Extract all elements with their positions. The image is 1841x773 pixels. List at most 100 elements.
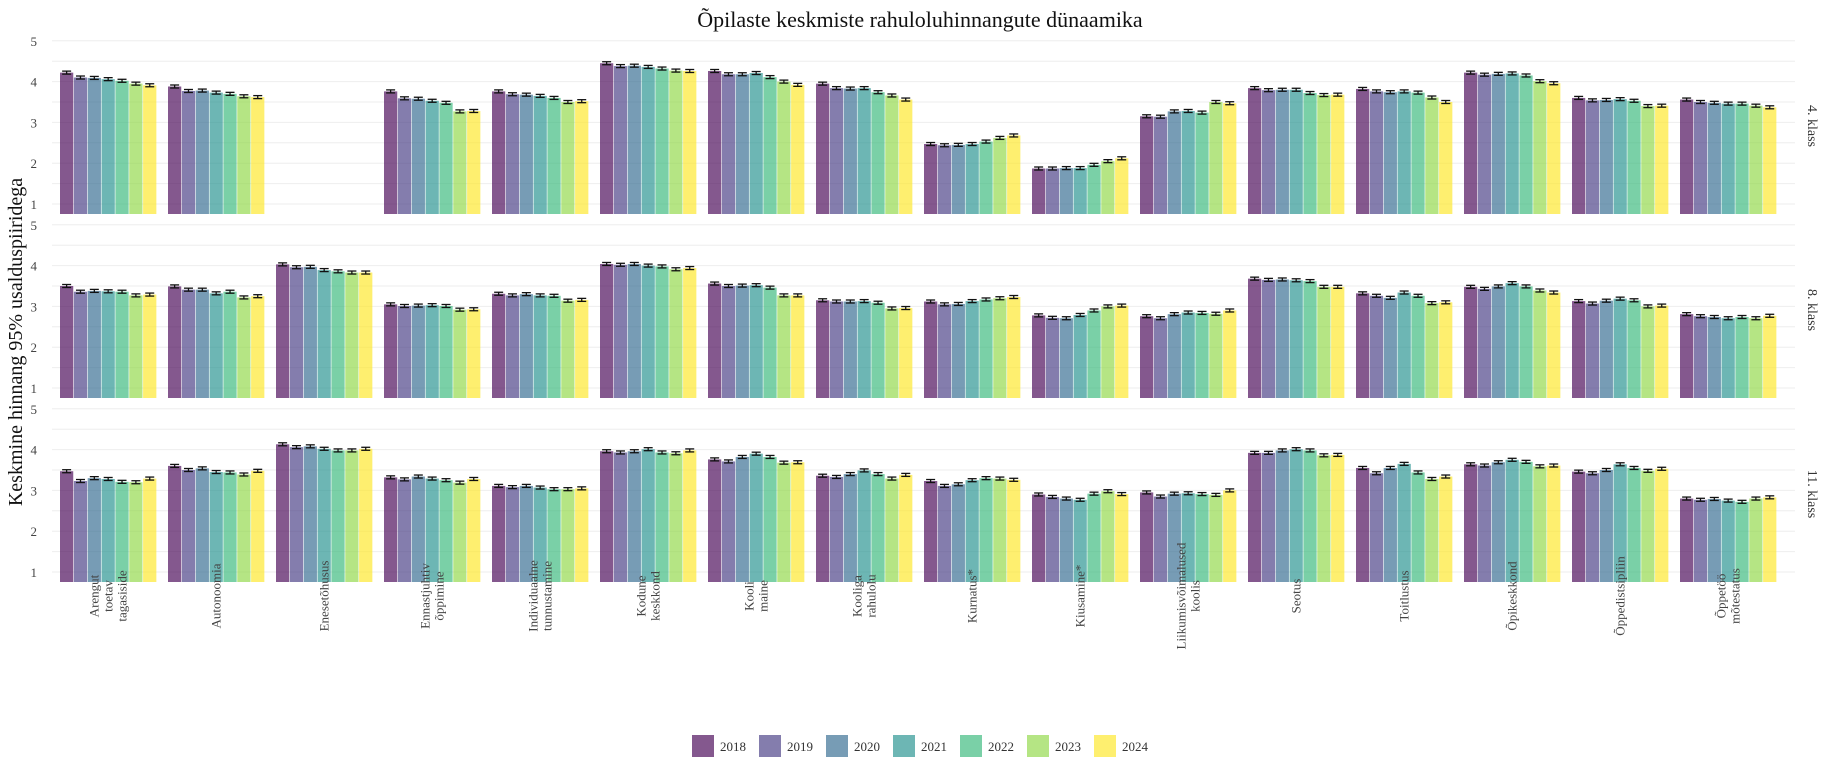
bar bbox=[1059, 318, 1073, 398]
bar bbox=[721, 74, 736, 214]
bar bbox=[1032, 315, 1046, 398]
bar bbox=[467, 309, 481, 398]
bar bbox=[181, 289, 196, 398]
bar bbox=[899, 308, 913, 398]
bar bbox=[965, 301, 979, 398]
bar bbox=[1223, 490, 1237, 582]
bar bbox=[87, 290, 101, 398]
y-tick-label: 4 bbox=[31, 75, 38, 90]
bar bbox=[143, 478, 157, 582]
bar bbox=[1331, 454, 1345, 582]
bar bbox=[1153, 496, 1168, 582]
bar bbox=[1248, 452, 1262, 582]
x-category-label: Seotus bbox=[1288, 579, 1303, 614]
bar bbox=[1248, 278, 1262, 398]
bar bbox=[1693, 499, 1708, 582]
x-category-label-line: Õppedistsipliin bbox=[1612, 556, 1627, 636]
bar bbox=[1721, 318, 1735, 398]
y-tick-label: 3 bbox=[31, 483, 38, 498]
bar bbox=[1707, 102, 1721, 214]
bar bbox=[1101, 161, 1115, 214]
y-tick-label: 3 bbox=[31, 299, 38, 314]
bar bbox=[1007, 135, 1021, 214]
bar bbox=[60, 286, 74, 398]
bar bbox=[1153, 116, 1168, 214]
y-tick-label: 1 bbox=[31, 381, 38, 396]
bar bbox=[1763, 107, 1777, 214]
bar bbox=[397, 479, 412, 582]
facet-label: 8. klass bbox=[1804, 289, 1819, 331]
bar bbox=[547, 97, 561, 214]
bar bbox=[1195, 312, 1209, 398]
bar bbox=[791, 462, 805, 582]
bar bbox=[655, 452, 669, 582]
bar bbox=[129, 482, 143, 582]
bar bbox=[1369, 473, 1384, 582]
bar bbox=[1289, 280, 1303, 398]
bar bbox=[1519, 286, 1533, 398]
x-category-label: Õppedistsipliin bbox=[1612, 556, 1627, 636]
bar bbox=[411, 98, 425, 214]
bar bbox=[1547, 292, 1561, 398]
bar bbox=[1439, 476, 1453, 582]
facet-label: 11. klass bbox=[1804, 470, 1819, 518]
bar bbox=[613, 452, 628, 582]
bar bbox=[223, 291, 237, 398]
x-category-label-line: Õpikeskkond bbox=[1504, 561, 1519, 631]
bar bbox=[1547, 465, 1561, 582]
x-category-label: Õpikeskkond bbox=[1504, 561, 1519, 631]
legend-label: 2023 bbox=[1055, 739, 1081, 754]
x-category-label-line: Seotus bbox=[1288, 579, 1303, 614]
bar bbox=[1585, 303, 1600, 398]
bar bbox=[749, 285, 763, 398]
bar bbox=[547, 295, 561, 398]
y-tick-label: 1 bbox=[31, 197, 38, 212]
x-category-label: Kurnatus* bbox=[964, 569, 979, 623]
bar bbox=[575, 101, 589, 214]
bar bbox=[1627, 100, 1641, 214]
legend-swatch bbox=[960, 735, 982, 757]
bar bbox=[1101, 306, 1115, 398]
bar bbox=[965, 144, 979, 214]
bar bbox=[425, 478, 439, 582]
bar bbox=[1749, 318, 1763, 398]
bar bbox=[1261, 90, 1276, 214]
error-bars-layer bbox=[62, 61, 1775, 504]
bar bbox=[317, 448, 331, 582]
x-category-label-line: Toitlustus bbox=[1396, 570, 1411, 621]
bar bbox=[505, 487, 520, 582]
y-ticks-layer: 1 2 3 4 5 1 2 3 4 5 1 2 3 4 5 bbox=[31, 34, 38, 580]
bar bbox=[181, 90, 196, 214]
bar bbox=[1059, 498, 1073, 582]
bar bbox=[1763, 315, 1777, 398]
x-category-label: Ennastjuhtivõppimine bbox=[417, 563, 446, 629]
bar bbox=[384, 304, 398, 398]
bar bbox=[1477, 74, 1492, 214]
bar bbox=[492, 293, 506, 398]
bar bbox=[763, 456, 777, 582]
bar bbox=[1087, 310, 1101, 398]
bar bbox=[1369, 91, 1384, 214]
bar bbox=[1383, 467, 1397, 582]
x-category-label: Arenguttoetavtagasiside bbox=[86, 570, 129, 621]
bar bbox=[1369, 295, 1384, 398]
bar bbox=[1477, 288, 1492, 398]
bar bbox=[1693, 316, 1708, 398]
bar bbox=[359, 448, 373, 582]
bar bbox=[1073, 168, 1087, 214]
bar bbox=[439, 305, 453, 398]
bar bbox=[251, 470, 265, 582]
bar bbox=[181, 470, 196, 582]
bar bbox=[505, 295, 520, 398]
bar bbox=[924, 481, 938, 582]
x-category-label-line: Kiusamine* bbox=[1072, 565, 1087, 628]
bar bbox=[384, 477, 398, 582]
y-tick-label: 2 bbox=[31, 156, 38, 171]
bar bbox=[1425, 303, 1439, 398]
bar bbox=[843, 88, 857, 214]
bar bbox=[1397, 463, 1411, 582]
bar bbox=[505, 94, 520, 214]
bar bbox=[993, 478, 1007, 582]
bar bbox=[115, 291, 129, 398]
